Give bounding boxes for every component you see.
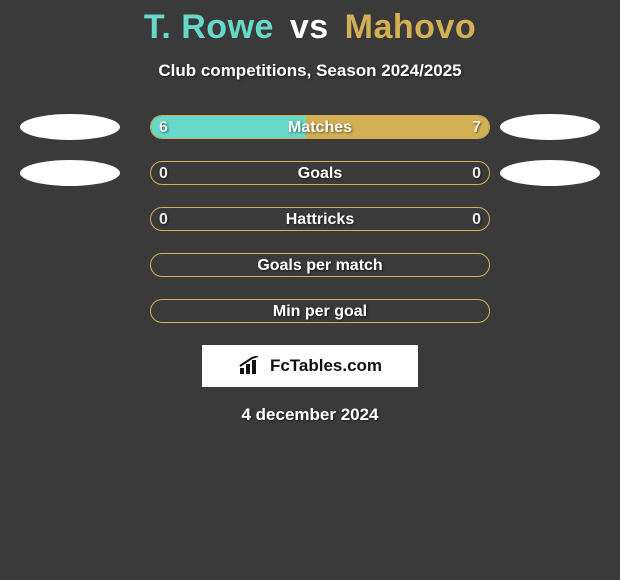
stat-row: Goals per match <box>10 253 610 277</box>
stat-bar: Min per goal <box>150 299 490 323</box>
stats-rows: 67Matches00Goals00HattricksGoals per mat… <box>0 115 620 323</box>
stat-row: 0 0Hattricks <box>10 207 610 231</box>
stat-value-left: 0 <box>159 162 168 185</box>
stat-label: Min per goal <box>151 300 489 323</box>
player1-marker <box>20 160 120 186</box>
stat-value-right: 0 <box>472 162 481 185</box>
brand-footer: FcTables.com <box>202 345 418 387</box>
player1-marker <box>20 114 120 140</box>
vs-text: vs <box>290 8 329 46</box>
subtitle: Club competitions, Season 2024/2025 <box>0 61 620 81</box>
player1-name: T. Rowe <box>144 8 274 46</box>
player2-marker <box>500 160 600 186</box>
chart-icon <box>238 356 264 376</box>
stat-row: 0 0Goals <box>10 161 610 185</box>
stat-value-right: 7 <box>472 116 481 139</box>
brand-text: FcTables.com <box>270 356 382 376</box>
stat-row: 67Matches <box>10 115 610 139</box>
player2-marker <box>500 114 600 140</box>
stat-bar: 0 0Hattricks <box>150 207 490 231</box>
bar-right-fill <box>306 116 489 138</box>
stat-value-left: 0 <box>159 208 168 231</box>
stat-bar: 67Matches <box>150 115 490 139</box>
stat-value-right: 0 <box>472 208 481 231</box>
comparison-title: T. Rowe vs Mahovo <box>0 0 620 47</box>
stat-label: Goals per match <box>151 254 489 277</box>
stat-bar: Goals per match <box>150 253 490 277</box>
bar-left-fill <box>151 116 306 138</box>
stat-row: Min per goal <box>10 299 610 323</box>
footer-date: 4 december 2024 <box>0 405 620 425</box>
stat-value-left: 6 <box>159 116 168 139</box>
stat-bar: 0 0Goals <box>150 161 490 185</box>
stat-label: Goals <box>151 162 489 185</box>
player2-name: Mahovo <box>345 8 476 46</box>
stat-label: Hattricks <box>151 208 489 231</box>
